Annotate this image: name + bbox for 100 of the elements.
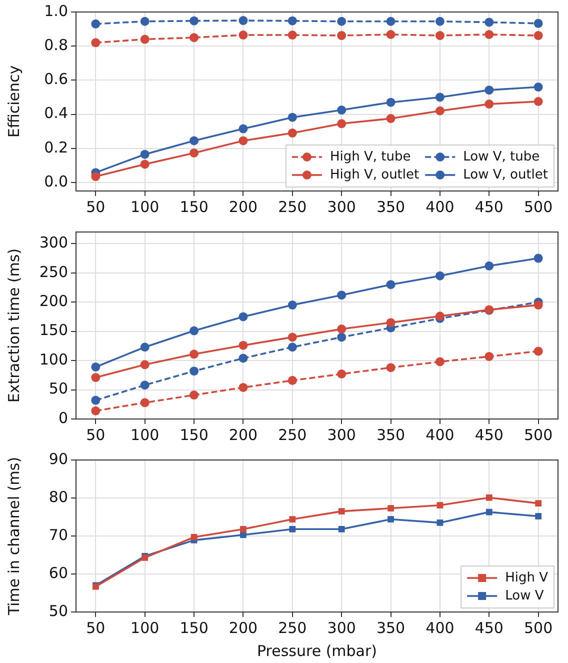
point bbox=[534, 346, 543, 356]
point bbox=[435, 31, 444, 40]
point bbox=[435, 271, 444, 280]
point bbox=[386, 318, 396, 328]
legend-label: Low V, tube bbox=[463, 149, 540, 164]
y-axis-title: Efficiency bbox=[4, 65, 23, 138]
point bbox=[238, 136, 248, 146]
point bbox=[190, 136, 199, 146]
legend-label: Low V bbox=[505, 588, 544, 604]
x-tick-label: 50 bbox=[86, 198, 106, 216]
point bbox=[288, 16, 297, 26]
point bbox=[484, 18, 494, 27]
point bbox=[337, 106, 346, 115]
point bbox=[484, 100, 494, 109]
point bbox=[484, 352, 494, 361]
x-tick-label: 500 bbox=[524, 618, 553, 637]
point bbox=[337, 324, 346, 334]
y-tick-label: 60 bbox=[48, 564, 68, 582]
point bbox=[435, 16, 444, 26]
point bbox=[140, 360, 150, 370]
point bbox=[288, 300, 297, 310]
point bbox=[436, 520, 444, 526]
point bbox=[534, 97, 543, 106]
point bbox=[238, 382, 248, 392]
point bbox=[140, 160, 150, 169]
x-tick-label: 300 bbox=[327, 618, 356, 637]
x-tick-label: 300 bbox=[327, 426, 356, 444]
point bbox=[534, 82, 543, 92]
y-tick-label: 300 bbox=[39, 234, 68, 252]
point bbox=[386, 114, 396, 124]
point bbox=[386, 280, 396, 290]
x-tick-label: 500 bbox=[524, 426, 553, 444]
point bbox=[435, 357, 444, 366]
point bbox=[338, 508, 345, 514]
point bbox=[435, 92, 444, 102]
x-tick-label: 250 bbox=[278, 426, 307, 444]
y-tick-label: 50 bbox=[48, 380, 68, 398]
y-tick-label: 250 bbox=[39, 262, 68, 281]
point bbox=[534, 300, 543, 310]
y-tick-label: 50 bbox=[48, 602, 68, 620]
point bbox=[190, 366, 199, 376]
point bbox=[190, 390, 199, 400]
x-tick-label: 450 bbox=[474, 618, 504, 637]
x-tick-label: 500 bbox=[524, 198, 553, 216]
x-tick-label: 50 bbox=[86, 618, 106, 637]
y-tick-label: 0.0 bbox=[44, 172, 68, 190]
point bbox=[289, 526, 296, 532]
x-tick-label: 150 bbox=[180, 618, 208, 637]
legend-label: High V bbox=[505, 570, 548, 586]
point bbox=[337, 31, 346, 40]
x-tick-label: 400 bbox=[426, 198, 454, 216]
point bbox=[140, 380, 150, 390]
x-tick-label: 350 bbox=[376, 426, 406, 444]
point bbox=[288, 30, 297, 40]
point bbox=[91, 172, 100, 182]
point bbox=[534, 18, 543, 28]
point bbox=[484, 261, 494, 270]
point bbox=[91, 38, 100, 48]
x-axis-title: Pressure (mbar) bbox=[256, 642, 378, 660]
y-tick-label: 0.6 bbox=[44, 70, 68, 88]
y-tick-label: 1.0 bbox=[44, 2, 68, 20]
point bbox=[190, 33, 199, 42]
point bbox=[240, 526, 246, 532]
point bbox=[337, 370, 346, 379]
point bbox=[190, 350, 199, 359]
point bbox=[288, 342, 297, 352]
point bbox=[338, 526, 345, 532]
legend-label: Low V, outlet bbox=[463, 167, 548, 182]
x-tick-label: 450 bbox=[474, 426, 504, 444]
y-tick-label: 90 bbox=[48, 450, 68, 468]
point bbox=[190, 326, 199, 336]
point bbox=[386, 16, 396, 26]
x-tick-label: 350 bbox=[376, 198, 406, 216]
point bbox=[388, 516, 394, 522]
point bbox=[484, 86, 494, 95]
x-tick-label: 450 bbox=[474, 198, 504, 216]
point bbox=[436, 502, 444, 508]
point bbox=[238, 124, 248, 134]
x-tick-label: 200 bbox=[228, 618, 258, 637]
point bbox=[486, 508, 492, 516]
point bbox=[140, 150, 150, 159]
point bbox=[535, 500, 542, 506]
point bbox=[535, 513, 542, 520]
y-tick-label: 80 bbox=[48, 488, 68, 506]
point bbox=[238, 340, 248, 350]
point bbox=[534, 254, 543, 263]
point bbox=[386, 363, 396, 372]
point bbox=[238, 16, 248, 26]
point bbox=[238, 30, 248, 40]
point bbox=[190, 148, 199, 158]
x-tick-label: 400 bbox=[426, 426, 454, 444]
point bbox=[486, 494, 492, 501]
point bbox=[190, 534, 198, 540]
y-tick-label: 0.8 bbox=[44, 36, 68, 54]
x-tick-label: 50 bbox=[86, 426, 106, 444]
point bbox=[288, 128, 297, 138]
y-axis-title: Extraction time (ms) bbox=[4, 248, 23, 403]
point bbox=[140, 34, 150, 44]
x-tick-label: 150 bbox=[180, 426, 208, 444]
point bbox=[91, 406, 100, 416]
